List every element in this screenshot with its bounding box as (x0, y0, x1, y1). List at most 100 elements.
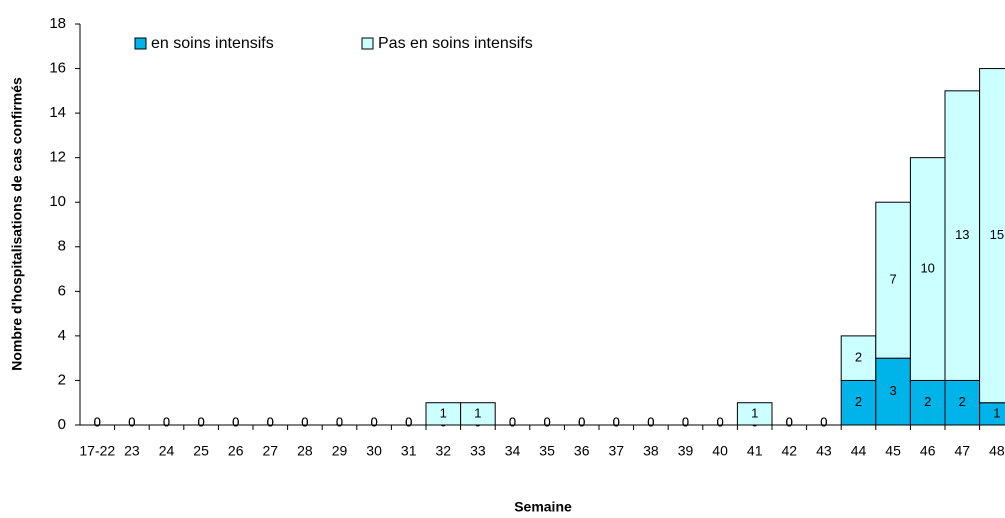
y-tick-label: 2 (58, 371, 66, 388)
data-label: 0 (786, 414, 793, 429)
x-tick-label: 17-22 (79, 443, 115, 459)
x-tick-label: 27 (263, 443, 279, 459)
bar-segment (944, 90, 981, 381)
x-tick-label: 38 (643, 443, 659, 459)
data-label: 0 (647, 414, 654, 429)
data-label: 0 (267, 414, 274, 429)
data-label: 0 (197, 414, 204, 429)
y-tick-label: 18 (49, 15, 66, 32)
data-label: 0 (128, 414, 135, 429)
data-label: 1 (474, 405, 481, 420)
data-label: 0 (267, 414, 274, 429)
x-tick-label: 31 (401, 443, 417, 459)
data-label: 1 (440, 405, 447, 420)
data-label: 0 (682, 414, 689, 429)
data-label: 0 (163, 414, 170, 429)
data-label: 0 (578, 414, 585, 429)
x-tick-label: 48 (989, 443, 1005, 459)
x-tick-label: 28 (297, 443, 313, 459)
y-tick-label: 14 (49, 104, 66, 121)
bar-segment (944, 379, 981, 426)
legend-label: en soins intensifs (151, 35, 274, 52)
y-tick-label: 4 (58, 327, 66, 344)
x-tick-label: 43 (816, 443, 832, 459)
data-label: 0 (682, 414, 689, 429)
data-label: 0 (94, 414, 101, 429)
bar-segment (979, 68, 1005, 404)
x-tick-label: 23 (124, 443, 140, 459)
legend-swatch (134, 37, 147, 50)
data-label: 3 (889, 383, 896, 398)
x-tick-label: 45 (885, 443, 901, 459)
data-label: 15 (990, 227, 1004, 242)
x-tick-label: 24 (159, 443, 175, 459)
x-tick-label: 44 (851, 443, 867, 459)
data-label: 0 (509, 414, 516, 429)
x-tick-label: 25 (193, 443, 209, 459)
data-label: 0 (370, 414, 377, 429)
data-label: 0 (232, 414, 239, 429)
data-label: 0 (716, 414, 723, 429)
data-label: 0 (578, 414, 585, 429)
data-label: 1 (993, 405, 1000, 420)
data-label: 0 (820, 414, 827, 429)
legend-swatch (361, 37, 374, 50)
data-label: 0 (613, 414, 620, 429)
data-label: 0 (301, 414, 308, 429)
data-label: 0 (232, 414, 239, 429)
data-label: 0 (405, 414, 412, 429)
y-tick-label: 10 (49, 193, 66, 210)
x-tick-label: 46 (920, 443, 936, 459)
data-label: 0 (128, 414, 135, 429)
data-label: 0 (163, 414, 170, 429)
x-tick-label: 39 (678, 443, 694, 459)
data-label: 13 (955, 227, 969, 242)
bar-segment (875, 201, 911, 359)
data-label: 2 (924, 394, 931, 409)
y-axis-title: Nombre d'hospitalisations de cas confirm… (9, 77, 25, 371)
data-label: 0 (543, 414, 550, 429)
x-tick-label: 29 (332, 443, 348, 459)
bar-segment (840, 335, 877, 381)
x-tick-label: 30 (366, 443, 382, 459)
x-tick-label: 37 (609, 443, 625, 459)
x-tick-label: 32 (436, 443, 452, 459)
bar-segment (909, 157, 946, 381)
y-tick-label: 16 (49, 60, 66, 77)
data-label: 7 (889, 272, 896, 287)
legend-label: Pas en soins intensifs (378, 35, 533, 52)
data-label: 0 (405, 414, 412, 429)
y-tick-label: 12 (49, 149, 66, 166)
data-label: 0 (509, 414, 516, 429)
data-label: 0 (647, 414, 654, 429)
data-label: 0 (786, 414, 793, 429)
data-label: 0 (301, 414, 308, 429)
x-tick-label: 35 (539, 443, 555, 459)
data-label: 0 (197, 414, 204, 429)
y-tick-label: 8 (58, 238, 66, 255)
x-tick-label: 47 (955, 443, 971, 459)
data-label: 0 (370, 414, 377, 429)
data-label: 2 (855, 350, 862, 365)
data-label: 1 (751, 405, 758, 420)
data-label: 0 (716, 414, 723, 429)
data-label: 2 (959, 394, 966, 409)
bar-segment (875, 357, 911, 426)
data-label: 0 (94, 414, 101, 429)
data-label: 0 (336, 414, 343, 429)
data-label: 0 (613, 414, 620, 429)
x-tick-label: 33 (470, 443, 486, 459)
x-tick-label: 41 (747, 443, 763, 459)
x-tick-label: 34 (505, 443, 521, 459)
data-label: 0 (543, 414, 550, 429)
x-tick-label: 26 (228, 443, 244, 459)
y-tick-label: 6 (58, 282, 66, 299)
data-label: 0 (336, 414, 343, 429)
x-tick-label: 42 (782, 443, 798, 459)
x-axis-title: Semaine (514, 499, 572, 515)
y-tick-label: 0 (58, 416, 66, 433)
data-label: 0 (820, 414, 827, 429)
x-tick-label: 36 (574, 443, 590, 459)
data-label: 2 (855, 394, 862, 409)
